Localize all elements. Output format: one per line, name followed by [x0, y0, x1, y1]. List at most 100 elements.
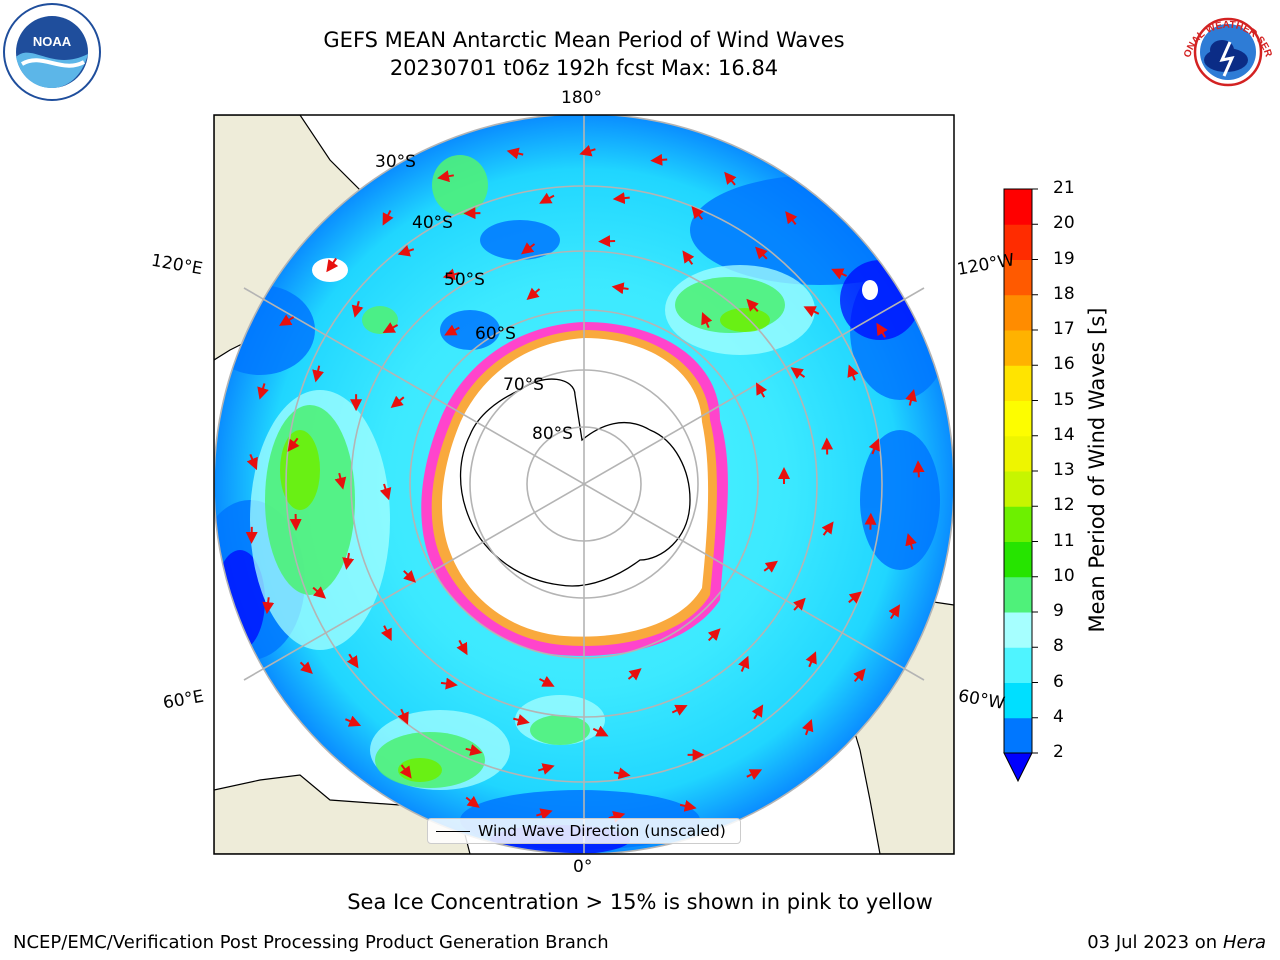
- wave-direction-arrow: [379, 483, 392, 501]
- legend-line-swatch: [436, 831, 470, 833]
- wave-direction-arrow: [440, 677, 458, 690]
- legend-label: Wind Wave Direction (unscaled): [478, 822, 726, 840]
- antarctica-land: [459, 378, 691, 587]
- colorbar-segment: [1004, 224, 1032, 260]
- wave-direction-arrow: [521, 242, 536, 255]
- colorbar-segment: [1004, 330, 1032, 366]
- wave-direction-arrow: [679, 800, 697, 812]
- wave-direction-arrow: [650, 153, 668, 166]
- colorbar-segment: [1004, 189, 1032, 225]
- wave-direction-arrow: [905, 388, 917, 406]
- wave-direction-arrow: [465, 744, 483, 756]
- wave-direction-arrow: [397, 708, 409, 725]
- footer-date: 03 Jul 2023 on Hera: [1087, 932, 1266, 953]
- colorbar-tick-label: 21: [1053, 178, 1075, 198]
- colorbar-segment: [1004, 400, 1032, 437]
- wave-direction-arrow: [848, 591, 862, 604]
- wave-direction-arrow: [801, 718, 814, 736]
- wave-direction-arrow: [312, 586, 327, 599]
- wave-direction-arrow: [853, 668, 866, 683]
- colorbar-tick-label: 6: [1053, 671, 1064, 692]
- wave-direction-arrow: [707, 628, 721, 642]
- wave-direction-arrow: [380, 625, 392, 641]
- colorbar-tick-label: 18: [1053, 283, 1075, 304]
- colorbar-tick-label: 15: [1053, 389, 1075, 410]
- footer-date-text: 03 Jul 2023 on: [1087, 932, 1223, 953]
- wave-direction-arrow: [399, 764, 412, 779]
- map-subtitle: 20230701 t06z 192h fcst Max: 16.84: [389, 56, 779, 80]
- noaa-logo-icon: NOAA: [3, 3, 101, 101]
- wave-direction-arrow: [785, 211, 798, 226]
- wave-direction-arrow: [755, 246, 768, 260]
- colorbar-tick-label: 4: [1053, 706, 1064, 727]
- wave-direction-arrow: [701, 311, 713, 328]
- colorbar-tick-label: 16: [1053, 354, 1075, 375]
- wave-direction-arrow: [246, 454, 258, 471]
- wave-direction-arrow: [539, 675, 555, 687]
- wave-direction-arrow: [513, 714, 530, 726]
- colorbar-segment: [1004, 647, 1032, 683]
- wave-direction-arrow: [608, 811, 626, 823]
- wave-direction-arrow: [539, 192, 555, 204]
- wave-direction-arrow: [351, 300, 364, 318]
- wave-direction-arrow: [691, 206, 704, 220]
- noaa-logo-text: NOAA: [33, 34, 72, 49]
- lat-label-50s: 50°S: [444, 270, 485, 290]
- wave-direction-arrow: [847, 364, 859, 381]
- colorbar-tick-label: 17: [1053, 319, 1075, 339]
- map-frame: [213, 114, 955, 855]
- colorbar-segment: [1004, 682, 1032, 719]
- wave-direction-arrow: [790, 367, 806, 380]
- wave-direction-arrow: [465, 795, 480, 808]
- wave-direction-arrow: [437, 170, 454, 183]
- colorbar-tick-label: 14: [1053, 424, 1075, 445]
- lat-label-80s: 80°S: [532, 424, 573, 444]
- wave-direction-arrow: [682, 250, 695, 265]
- lat-label-40s: 40°S: [412, 213, 453, 233]
- wave-direction-arrow: [821, 521, 834, 536]
- wave-direction-arrow: [287, 437, 300, 452]
- lat-label-60s: 60°S: [475, 324, 516, 344]
- lon-label-180: 180°: [561, 88, 602, 108]
- sea-ice-zone: [421, 322, 728, 656]
- colorbar-tick-label: 9: [1053, 601, 1064, 621]
- colorbar-segment: [1004, 259, 1032, 296]
- wave-direction-arrow: [763, 560, 778, 573]
- colorbar-segment: [1004, 506, 1032, 542]
- wave-direction-arrow: [312, 365, 324, 383]
- wave-direction-arrow: [805, 651, 817, 668]
- wave-direction-arrow: [326, 257, 339, 273]
- wave-direction-arrow: [442, 268, 460, 281]
- wave-direction-arrow: [346, 653, 359, 669]
- map-title: GEFS MEAN Antarctic Mean Period of Wind …: [323, 28, 845, 52]
- wave-direction-arrow: [912, 460, 925, 478]
- wave-direction-arrow: [746, 298, 759, 312]
- lon-label-0: 0°: [573, 857, 593, 877]
- wave-direction-arrow: [345, 715, 362, 727]
- colorbar: [1003, 188, 1038, 783]
- wave-direction-arrow: [876, 322, 888, 338]
- colorbar-tick-label: 12: [1053, 495, 1075, 516]
- colorbar-segment: [1004, 717, 1032, 754]
- colorbar-segment: [1004, 365, 1032, 401]
- wave-direction-arrow: [279, 314, 295, 326]
- sea-ice-note: Sea Ice Concentration > 15% is shown in …: [347, 890, 933, 914]
- wave-direction-arrow: [536, 808, 553, 820]
- wave-direction-arrow: [724, 171, 737, 186]
- wave-direction-arrow: [579, 144, 596, 157]
- lat-label-30s: 30°S: [375, 152, 416, 172]
- colorbar-tick-label: 8: [1053, 636, 1064, 657]
- map-area: [214, 115, 954, 854]
- wave-direction-arrow: [382, 322, 399, 334]
- wave-direction-arrow: [756, 382, 768, 398]
- wave-direction-arrow: [342, 552, 355, 570]
- wave-direction-arrow: [868, 438, 880, 455]
- colorbar-segment: [1004, 435, 1032, 472]
- colorbar-segment: [1004, 576, 1032, 613]
- wave-direction-arrow: [738, 655, 750, 672]
- wave-direction-arrow: [611, 282, 629, 295]
- colorbar-tick-label: 20: [1053, 213, 1075, 234]
- wave-direction-arrow: [751, 704, 764, 720]
- colorbar-label: Mean Period of Wind Waves [s]: [1085, 307, 1109, 633]
- wave-direction-arrow: [257, 383, 269, 400]
